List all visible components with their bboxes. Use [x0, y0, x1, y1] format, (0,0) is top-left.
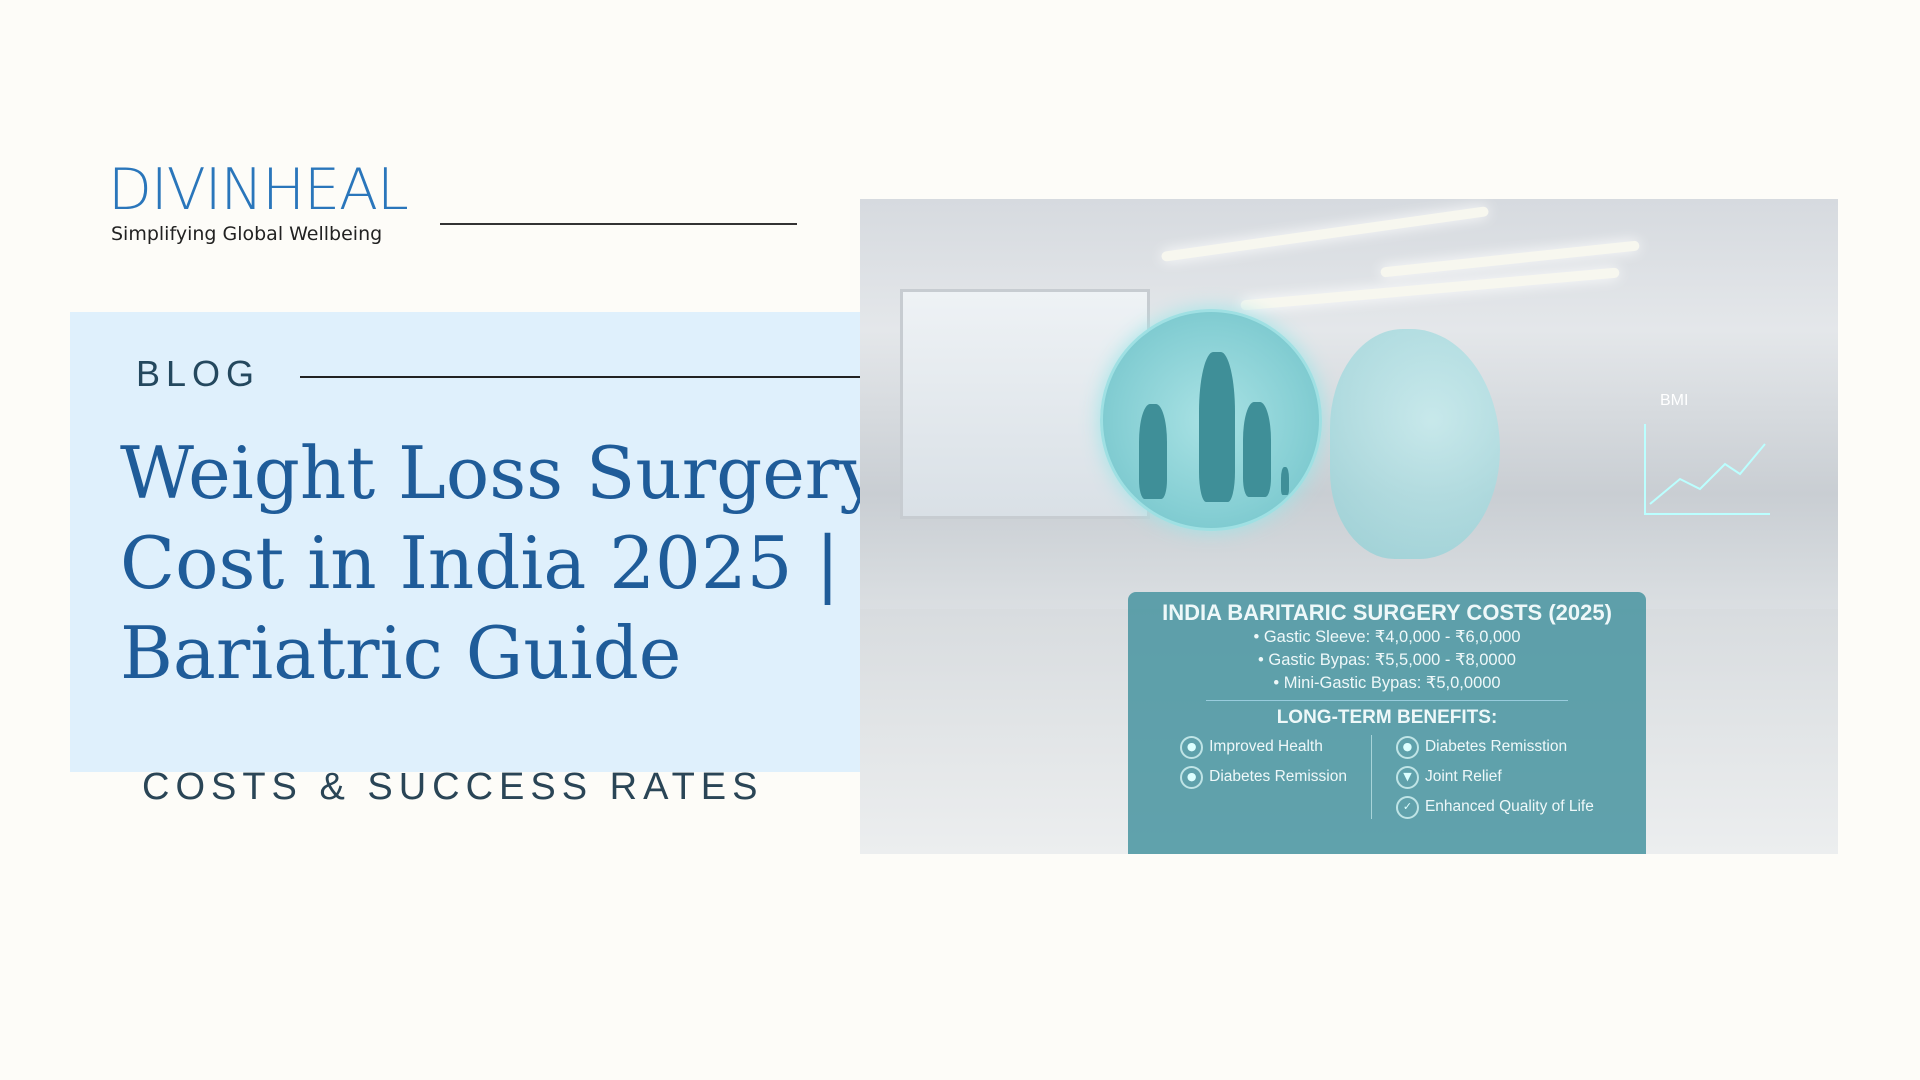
- stomach-hologram: [1330, 329, 1500, 559]
- cost-info-panel: INDIA BARITARIC SURGERY COSTS (2025) • G…: [1128, 592, 1646, 854]
- benefit-item: ▼ Joint Relief: [1395, 765, 1594, 789]
- check-icon: ✓: [1395, 795, 1419, 819]
- panel-title: INDIA BARITARIC SURGERY COSTS (2025): [1162, 600, 1612, 625]
- hero-image: BMI INDIA BARITARIC SURGERY COSTS (2025)…: [860, 199, 1838, 854]
- subtitle: COSTS & SUCCESS RATES: [142, 766, 764, 808]
- benefit-label: Diabetes Remission: [1209, 768, 1347, 785]
- logo-tagline: Simplifying Global Wellbeing: [111, 223, 383, 245]
- benefit-item: ● Diabetes Remisstion: [1395, 735, 1594, 759]
- logo-name: DIVINHEAL: [108, 157, 409, 223]
- body-figures-hologram: [1100, 309, 1322, 531]
- benefit-label: Diabetes Remisstion: [1424, 738, 1568, 755]
- benefit-item: ● Improved Health: [1180, 735, 1347, 759]
- benefit-item: ● Diabetes Remission: [1180, 765, 1347, 789]
- bmi-label: BMI: [1660, 392, 1689, 409]
- doctor-icon: ●: [1395, 735, 1419, 759]
- benefit-label: Improved Health: [1209, 738, 1323, 755]
- cost-item: • Mini-Gastic Bypas: ₹5,0,0000: [1273, 674, 1501, 692]
- benefit-item: ✓ Enhanced Quality of Life: [1395, 795, 1594, 819]
- cost-item: • Gastic Sleeve: ₹4,0,000 - ₹6,0,000: [1253, 628, 1521, 646]
- logo: DIVINHEAL Simplifying Global Wellbeing: [108, 157, 409, 246]
- category-label: BLOG: [136, 353, 261, 394]
- divider: [440, 223, 797, 225]
- location-pin-icon: ▼: [1395, 765, 1419, 789]
- divider: [1205, 700, 1569, 701]
- divider: [300, 376, 981, 378]
- person-icon: ●: [1180, 735, 1204, 759]
- benefit-label: Enhanced Quality of Life: [1424, 798, 1594, 815]
- bmi-chart-icon: [1644, 424, 1770, 515]
- benefit-label: Joint Relief: [1424, 768, 1502, 785]
- title-group: Weight Loss Surgery Cost in India 2025 |…: [120, 428, 1020, 810]
- benefits-title: LONG-TERM BENEFITS:: [1276, 707, 1498, 728]
- cost-item: • Gastic Bypas: ₹5,5,000 - ₹8,0000: [1258, 651, 1516, 669]
- page-title: Weight Loss Surgery Cost in India 2025 |…: [120, 431, 880, 695]
- doctor-icon: ●: [1180, 765, 1204, 789]
